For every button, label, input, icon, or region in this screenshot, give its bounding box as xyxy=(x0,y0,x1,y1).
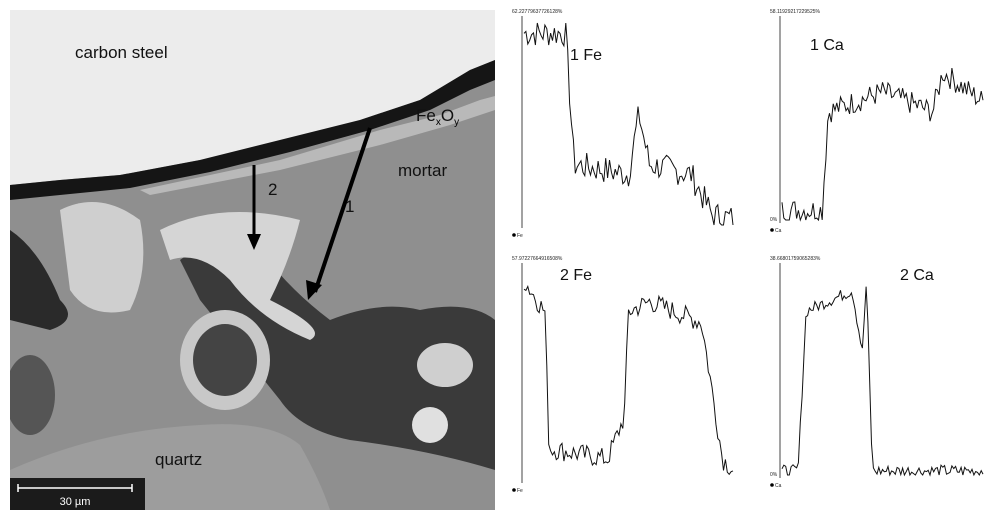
panel-title: 1 Fe xyxy=(570,47,602,64)
micrograph: carbon steel FexOy mortar 1 2 quartz 30 … xyxy=(5,10,495,510)
max-label: 58.11929217229525% xyxy=(770,9,821,15)
legend-label: Ca xyxy=(775,228,782,234)
grain-core xyxy=(193,324,257,396)
legend-label: Ca xyxy=(775,483,782,489)
grain xyxy=(5,355,55,435)
zero-label: 0% xyxy=(770,472,778,478)
label: 1 xyxy=(345,197,354,216)
label: Fe xyxy=(416,106,436,125)
grain xyxy=(417,343,473,387)
profile xyxy=(524,23,733,225)
label: y xyxy=(454,117,459,128)
legend-label: Fe xyxy=(517,233,523,239)
label: 2 xyxy=(268,180,277,199)
label: quartz xyxy=(155,450,202,469)
scale-label: 30 µm xyxy=(60,496,91,508)
legend-dot xyxy=(512,233,516,237)
panel-title: 2 Ca xyxy=(900,267,934,284)
profile xyxy=(782,287,983,475)
profile xyxy=(524,287,733,475)
legend-label: Fe xyxy=(517,488,523,494)
panel-title: 2 Fe xyxy=(560,267,592,284)
legend-dot xyxy=(512,488,516,492)
legend-dot xyxy=(770,483,774,487)
grain xyxy=(412,407,448,443)
max-label: 62.22779637726128% xyxy=(512,9,563,15)
label: carbon steel xyxy=(75,43,168,62)
profile xyxy=(782,68,983,220)
label: O xyxy=(441,106,454,125)
zero-label: 0% xyxy=(770,217,778,223)
legend-dot xyxy=(770,228,774,232)
label: mortar xyxy=(398,161,447,180)
max-label: 38.66801759065283% xyxy=(770,256,821,262)
figure: carbon steel FexOy mortar 1 2 quartz 30 … xyxy=(0,0,985,510)
max-label: 57.97227664916508% xyxy=(512,256,563,262)
panel-title: 1 Ca xyxy=(810,37,844,54)
